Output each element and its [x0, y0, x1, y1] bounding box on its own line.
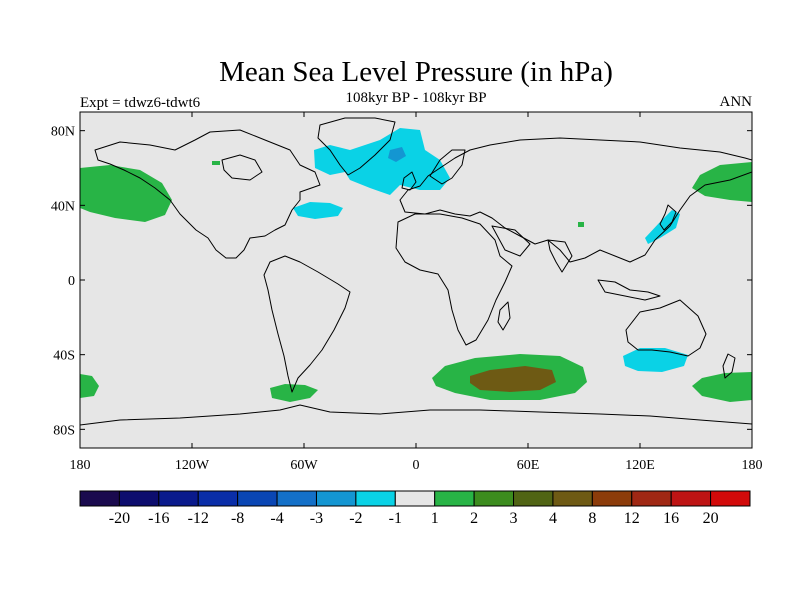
colorbar-swatch — [552, 490, 593, 507]
colorbar-swatch — [237, 490, 278, 507]
lon-tick-label: 180 — [70, 458, 91, 473]
lat-tick-label: 80S — [53, 423, 75, 438]
anomaly-west-atlantic-negative — [293, 202, 343, 219]
colorbar-swatch — [355, 490, 396, 507]
colorbar-labels: -20 -16 -12 -8 -4 -3 -2 -1 1 2 3 4 8 12 16 20 — [109, 510, 719, 527]
colorbar-label: -4 — [270, 510, 283, 527]
coastline-antarctica — [80, 404, 752, 426]
coastline-north-america — [94, 129, 321, 259]
anomaly-japan-small — [578, 222, 584, 227]
lat-tick-label: 0 — [68, 274, 75, 289]
colorbar-swatch — [710, 490, 751, 507]
anomaly-fields — [80, 128, 752, 402]
colorbar-label: -2 — [349, 510, 362, 527]
colorbar-swatch — [315, 490, 357, 507]
anomaly-south-pacific-positive-east — [692, 372, 752, 402]
coastline-india — [547, 239, 573, 273]
colorbar-label: 2 — [470, 510, 478, 527]
colorbar-label: 1 — [431, 510, 439, 527]
map-title: Mean Sea Level Pressure (in hPa) — [219, 56, 613, 88]
colorbar — [79, 490, 751, 507]
map-panel — [79, 111, 753, 449]
anomaly-southern-ocean-core — [470, 366, 556, 392]
season-label: ANN — [720, 94, 753, 110]
coastline-new-zealand — [722, 353, 736, 379]
colorbar-label: 4 — [549, 510, 557, 527]
lat-tick-label: 80N — [51, 125, 75, 140]
colorbar-label: -3 — [310, 510, 323, 527]
anomaly-north-pacific-positive-west — [80, 165, 172, 222]
latitude-axis: 80N 40N 0 40S 80S — [51, 125, 752, 438]
coastline-australia — [625, 299, 707, 357]
coastline-scandinavia — [429, 149, 466, 185]
coastline-hudson-bay — [221, 154, 263, 181]
colorbar-swatch — [591, 490, 633, 507]
experiment-label: Expt = tdwz6-tdwt6 — [80, 95, 201, 111]
coastline-africa — [395, 213, 513, 346]
anomaly-hudson-small — [212, 161, 220, 165]
coastline-greenland — [317, 117, 396, 176]
lon-tick-label: 180 — [742, 458, 763, 473]
colorbar-label: 20 — [703, 510, 719, 527]
colorbar-swatch — [118, 490, 160, 507]
colorbar-label: -20 — [109, 510, 130, 527]
colorbar-swatch — [473, 490, 515, 507]
colorbar-swatch — [276, 490, 317, 507]
coastlines — [80, 117, 752, 426]
colorbar-label: -8 — [231, 510, 244, 527]
longitude-axis: 180 120W 60W 0 60E 120E 180 — [70, 112, 763, 473]
anomaly-north-atlantic-negative — [314, 128, 450, 195]
colorbar-label: -1 — [389, 510, 402, 527]
anomaly-drake-positive — [270, 384, 318, 402]
coastline-madagascar — [497, 301, 511, 331]
colorbar-swatch — [79, 490, 120, 507]
coastline-arabia — [491, 225, 531, 257]
colorbar-swatch — [197, 490, 239, 507]
colorbar-label: 3 — [510, 510, 518, 527]
lon-tick-label: 120W — [175, 458, 210, 473]
colorbar-swatch — [513, 490, 554, 507]
coastline-south-america — [263, 255, 351, 393]
colorbar-label: -16 — [148, 510, 169, 527]
anomaly-greenland-negative — [388, 147, 406, 162]
lon-tick-label: 120E — [625, 458, 655, 473]
coastline-indonesia — [597, 279, 661, 301]
colorbar-label: 8 — [588, 510, 596, 527]
colorbar-swatch — [394, 490, 436, 507]
lon-tick-label: 60E — [517, 458, 540, 473]
colorbar-label: 16 — [663, 510, 679, 527]
coastline-eurasia — [399, 137, 752, 263]
lon-tick-label: 0 — [413, 458, 420, 473]
colorbar-swatch — [631, 490, 672, 507]
colorbar-label: -12 — [188, 510, 209, 527]
colorbar-swatch — [434, 490, 475, 507]
anomaly-south-pacific-positive-west — [80, 374, 99, 398]
anomaly-south-australia-negative — [623, 348, 688, 372]
colorbar-label: 12 — [624, 510, 640, 527]
lat-tick-label: 40N — [51, 199, 75, 214]
coastline-japan — [659, 204, 677, 231]
coastline-british-isles — [401, 171, 417, 191]
lat-tick-label: 40S — [53, 349, 75, 364]
period-label: 108kyr BP - 108kyr BP — [345, 90, 486, 106]
lon-tick-label: 60W — [290, 458, 318, 473]
colorbar-swatch — [158, 490, 199, 507]
colorbar-swatch — [670, 490, 712, 507]
